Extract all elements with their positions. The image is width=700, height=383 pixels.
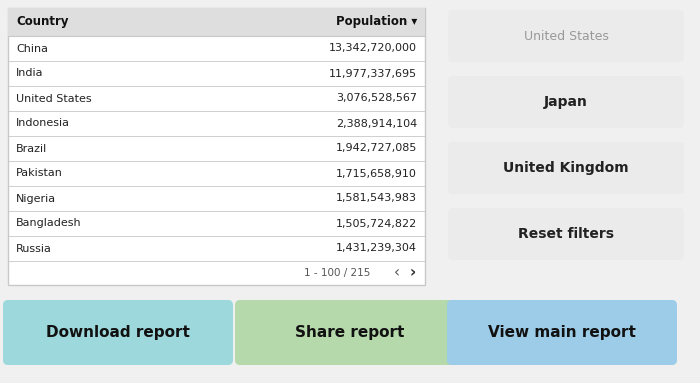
Text: Population ▾: Population ▾ (336, 15, 417, 28)
Text: United Kingdom: United Kingdom (503, 161, 629, 175)
Text: Brazil: Brazil (16, 144, 48, 154)
Text: 1,942,727,085: 1,942,727,085 (335, 144, 417, 154)
FancyBboxPatch shape (8, 8, 425, 36)
Text: United States: United States (524, 29, 608, 43)
Text: United States: United States (16, 93, 92, 103)
Text: View main report: View main report (488, 325, 636, 340)
FancyBboxPatch shape (8, 8, 425, 285)
FancyBboxPatch shape (235, 300, 465, 365)
Text: Indonesia: Indonesia (16, 118, 70, 129)
Text: Pakistan: Pakistan (16, 169, 63, 178)
Text: India: India (16, 69, 43, 79)
Text: 1,581,543,983: 1,581,543,983 (336, 193, 417, 203)
Text: ‹: ‹ (394, 265, 400, 280)
Text: Nigeria: Nigeria (16, 193, 56, 203)
Text: Reset filters: Reset filters (518, 227, 614, 241)
Text: 1 - 100 / 215: 1 - 100 / 215 (304, 268, 370, 278)
FancyBboxPatch shape (448, 142, 684, 194)
Text: 3,076,528,567: 3,076,528,567 (336, 93, 417, 103)
Text: China: China (16, 44, 48, 54)
Text: Download report: Download report (46, 325, 190, 340)
Text: Bangladesh: Bangladesh (16, 218, 82, 229)
Text: 1,431,239,304: 1,431,239,304 (336, 244, 417, 254)
Text: 11,977,337,695: 11,977,337,695 (329, 69, 417, 79)
Text: 1,505,724,822: 1,505,724,822 (336, 218, 417, 229)
FancyBboxPatch shape (3, 300, 233, 365)
Text: Japan: Japan (544, 95, 588, 109)
FancyBboxPatch shape (447, 300, 677, 365)
Text: 1,715,658,910: 1,715,658,910 (336, 169, 417, 178)
Text: Russia: Russia (16, 244, 52, 254)
Text: ›: › (410, 265, 416, 280)
Text: 13,342,720,000: 13,342,720,000 (329, 44, 417, 54)
Text: 2,388,914,104: 2,388,914,104 (336, 118, 417, 129)
FancyBboxPatch shape (448, 10, 684, 62)
FancyBboxPatch shape (448, 76, 684, 128)
Text: Share report: Share report (295, 325, 405, 340)
FancyBboxPatch shape (448, 208, 684, 260)
Text: Country: Country (16, 15, 69, 28)
